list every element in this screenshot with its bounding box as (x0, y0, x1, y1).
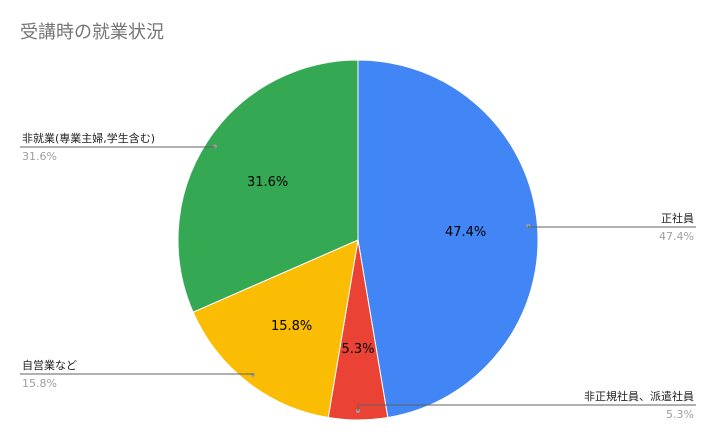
legend-label: 非正規社員、派遣社員 (584, 389, 694, 403)
pie-slice[interactable] (177, 59, 359, 313)
legend-percent: 5.3% (666, 408, 694, 421)
pie-slice[interactable] (357, 59, 539, 419)
legend-percent: 31.6% (22, 150, 57, 163)
legend-label: 自営業など (22, 358, 77, 372)
pie-slice[interactable] (192, 239, 359, 419)
slice-value-label: 47.4% (445, 225, 486, 240)
slice-value-label: 5.3% (341, 342, 374, 357)
slice-value-label: 15.8% (271, 319, 312, 334)
callout-line (357, 404, 696, 411)
callout-line (20, 146, 216, 148)
legend-label: 正社員 (661, 211, 694, 225)
legend-percent: 15.8% (22, 377, 57, 390)
legend-label: 非就業(専業主婦,学生含む) (22, 131, 155, 145)
slice-value-label: 31.6% (247, 175, 288, 190)
chart-title: 受講時の就業状況 (20, 22, 164, 43)
legend-percent: 47.4% (659, 230, 694, 243)
callout-line (20, 373, 254, 375)
callout-line (527, 225, 696, 228)
